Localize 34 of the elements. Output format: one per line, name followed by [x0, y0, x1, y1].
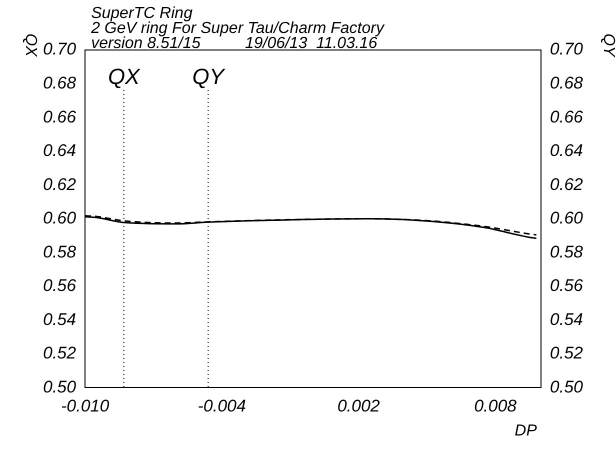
- y2-tick-label: 0.66: [550, 107, 584, 126]
- ref-line-label: QY: [192, 64, 226, 89]
- y2-tick-label: 0.70: [550, 40, 584, 59]
- y-tick-label: 0.70: [42, 40, 77, 59]
- y-tick-label: 0.50: [42, 377, 77, 396]
- y2-tick-label: 0.50: [550, 377, 584, 396]
- y-tick-label: 0.54: [42, 310, 76, 329]
- text: SuperTC Ring: [91, 5, 192, 22]
- x-tick-label: 0.002: [337, 396, 380, 416]
- y2-tick-label: 0.56: [550, 276, 584, 296]
- y-tick-label: 0.66: [42, 107, 77, 126]
- x-axis-title: DP: [514, 422, 538, 440]
- text: version 8.51/15 19/06/13 11.03.16: [91, 35, 378, 52]
- y2-tick-label: 0.64: [550, 141, 584, 160]
- y-tick-label: 0.56: [42, 276, 77, 296]
- y2-tick-label: 0.58: [550, 242, 584, 262]
- y2-tick-label: 0.62: [550, 174, 584, 194]
- y2-tick-label: 0.68: [550, 73, 584, 92]
- y2-tick-label: 0.54: [550, 310, 584, 329]
- y-tick-label: 0.64: [42, 141, 76, 160]
- y-tick-label: 0.68: [42, 73, 77, 92]
- y2-tick-label: 0.60: [550, 208, 584, 228]
- y2-tick-label: 0.52: [550, 344, 584, 363]
- y-axis-title: QX: [22, 33, 39, 58]
- y-tick-label: 0.62: [42, 174, 77, 194]
- text: 2 GeV ring For Super Tau/Charm Factory: [91, 20, 384, 37]
- y-tick-label: 0.52: [42, 344, 77, 363]
- y-tick-label: 0.58: [42, 242, 77, 262]
- x-tick-label: -0.004: [198, 396, 246, 416]
- y-tick-label: 0.60: [42, 208, 77, 228]
- x-tick-label: -0.010: [60, 396, 110, 416]
- ref-line-label: QX: [108, 64, 142, 89]
- x-tick-label: 0.008: [474, 396, 518, 416]
- y2-axis-title: QY: [600, 33, 616, 58]
